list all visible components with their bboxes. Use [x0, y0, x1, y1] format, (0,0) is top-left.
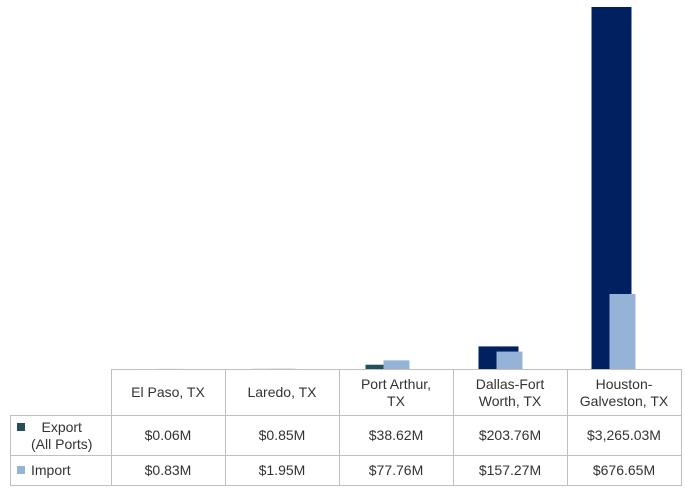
legend-swatch — [17, 466, 25, 474]
data-label: $0.06M — [110, 415, 226, 456]
series-row: Import $0.83M $1.95M $77.76M $157.27M $676.65… — [10, 455, 682, 486]
bar — [609, 293, 636, 369]
legend-label: Import — [31, 462, 71, 478]
data-label: $157.27M — [452, 455, 568, 486]
bar — [496, 351, 523, 369]
data-label: $3,265.03M — [566, 415, 682, 456]
header-row: El Paso, TX Laredo, TX Port Arthur, TX Dall… — [10, 369, 682, 416]
data-label: $0.83M — [110, 455, 226, 486]
data-label: $1.95M — [224, 455, 340, 486]
legend-label: Export (All Ports) — [31, 418, 93, 452]
data-label: $38.62M — [338, 415, 454, 456]
bar — [383, 360, 410, 369]
legend-entry: Import — [10, 455, 112, 486]
category-label: Houston- Galveston, TX — [566, 369, 682, 416]
legend-entry: Export (All Ports) — [10, 415, 112, 456]
category-label: El Paso, TX — [110, 369, 226, 416]
data-label: $676.65M — [566, 455, 682, 486]
series-row: Export (All Ports) $0.06M $0.85M $38.62M $20… — [10, 415, 682, 456]
corner — [10, 369, 112, 416]
category-label: Dallas-Fort Worth, TX — [452, 369, 568, 416]
category-label: Laredo, TX — [224, 369, 340, 416]
data-table: El Paso, TX Laredo, TX Port Arthur, TX Dall… — [10, 369, 682, 486]
legend-swatch — [17, 422, 25, 431]
category-label: Port Arthur, TX — [338, 369, 454, 416]
data-label: $77.76M — [338, 455, 454, 486]
data-label: $0.85M — [224, 415, 340, 456]
data-label: $203.76M — [452, 415, 568, 456]
